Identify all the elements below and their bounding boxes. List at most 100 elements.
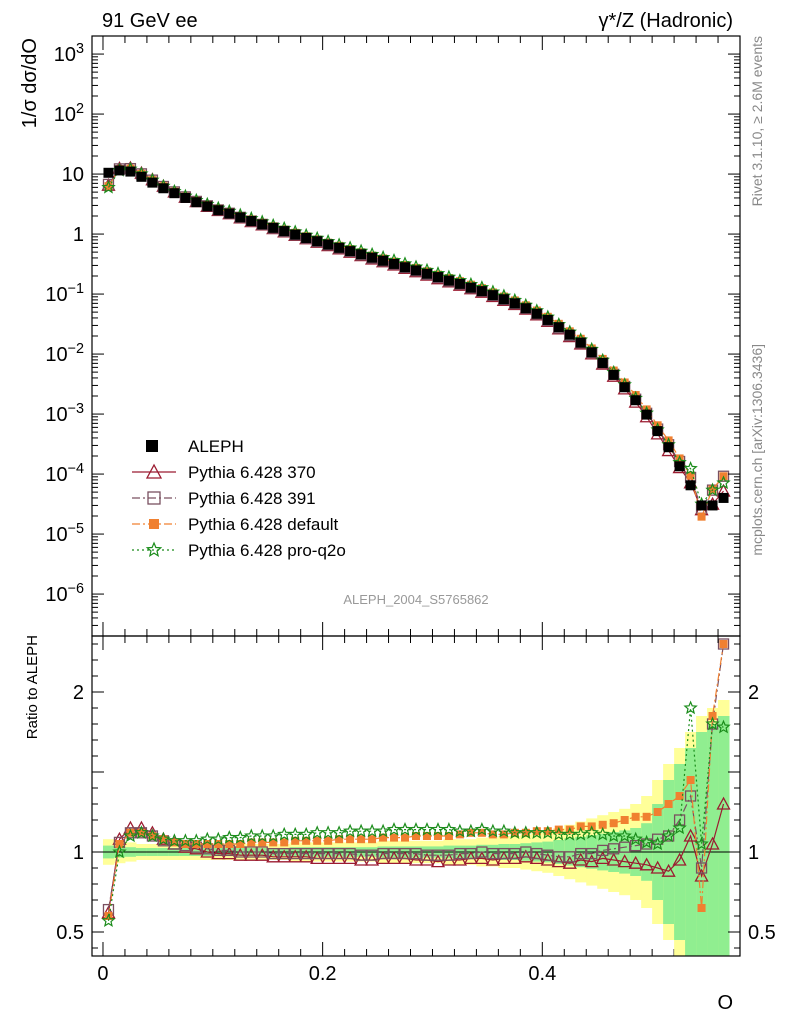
data-point bbox=[246, 216, 257, 227]
data-point bbox=[323, 239, 334, 250]
legend-label: Pythia 6.428 391 bbox=[188, 489, 316, 508]
ratio-point bbox=[379, 833, 388, 842]
ratio-point bbox=[661, 863, 676, 877]
ratio-point bbox=[189, 841, 204, 855]
data-point bbox=[663, 442, 674, 453]
y-tick-label: 10 bbox=[62, 164, 84, 186]
ratio-point bbox=[498, 847, 510, 860]
ratio-point bbox=[705, 836, 720, 850]
ratio-point bbox=[716, 719, 731, 734]
ratio-point bbox=[628, 855, 643, 869]
ratio-point bbox=[280, 838, 289, 847]
ratio-point bbox=[321, 851, 336, 865]
header-left: 91 GeV ee bbox=[102, 10, 198, 32]
data-point bbox=[432, 272, 443, 283]
ratio-point bbox=[653, 808, 662, 816]
ratio-point bbox=[617, 854, 632, 868]
ratio-point bbox=[518, 849, 533, 863]
ratio-point bbox=[309, 825, 325, 839]
data-point bbox=[169, 188, 180, 199]
ratio-point bbox=[650, 836, 665, 851]
data-point bbox=[696, 500, 707, 511]
data-point bbox=[674, 461, 685, 472]
ratio-point bbox=[466, 828, 475, 837]
legend-marker bbox=[145, 463, 163, 479]
ratio-point bbox=[390, 833, 399, 842]
ratio-point bbox=[463, 823, 479, 838]
ratio-point bbox=[375, 851, 391, 865]
ratio-point bbox=[586, 847, 598, 860]
ratio-point bbox=[650, 860, 665, 874]
ratio-point bbox=[595, 851, 610, 865]
x-tick-label: 0.4 bbox=[528, 963, 556, 985]
ratio-band-green bbox=[718, 716, 730, 956]
y-tick-label: 1 bbox=[73, 224, 84, 246]
ratio-point bbox=[310, 851, 325, 865]
main-line bbox=[107, 167, 724, 511]
ratio-point bbox=[399, 847, 411, 860]
ratio-frame bbox=[91, 635, 741, 957]
ratio-point bbox=[222, 846, 237, 860]
ratio-point bbox=[386, 822, 402, 836]
ratio-point bbox=[244, 847, 259, 861]
ratio-point bbox=[115, 840, 124, 848]
data-point bbox=[641, 409, 652, 420]
ratio-point bbox=[463, 851, 479, 865]
x-tick-label: 0.2 bbox=[309, 963, 337, 985]
data-point bbox=[652, 426, 663, 437]
ratio-point bbox=[134, 825, 149, 839]
ratio-point bbox=[357, 835, 366, 844]
ratio-point bbox=[236, 840, 245, 848]
data-point bbox=[608, 369, 619, 380]
legend: ALEPH Pythia 6.428 370 Pythia 6.428 391 Pyt… bbox=[132, 437, 346, 560]
ratio-point bbox=[584, 825, 599, 839]
rivet-label: Rivet 3.1.10, ≥ 2.6M events bbox=[749, 36, 765, 206]
ratio-point bbox=[377, 847, 389, 860]
ratio-point bbox=[412, 832, 420, 840]
ratio-point bbox=[672, 820, 687, 835]
legend-label: ALEPH bbox=[188, 437, 244, 456]
ratio-band-green bbox=[696, 732, 708, 956]
ratio-point bbox=[170, 838, 179, 847]
ratio-y-tick-label: 2 bbox=[73, 682, 84, 704]
ratio-point bbox=[639, 857, 654, 871]
data-point bbox=[125, 166, 136, 177]
data-point bbox=[411, 265, 421, 276]
ratio-point bbox=[640, 838, 653, 850]
main-panel: 10−6 10−5 10−4 10−3 10−2 10−1 1 10 102 103 bbox=[45, 35, 741, 956]
ratio-point bbox=[573, 826, 589, 841]
ratio-point bbox=[343, 851, 358, 865]
ratio-point bbox=[101, 913, 116, 927]
ratio-point bbox=[553, 851, 565, 863]
data-point bbox=[345, 246, 356, 257]
ratio-point bbox=[675, 792, 684, 800]
y-tick-label: 10−3 bbox=[45, 401, 84, 426]
ratio-point bbox=[705, 716, 720, 731]
main-point bbox=[104, 182, 113, 191]
ratio-point bbox=[225, 840, 234, 848]
ratio-point bbox=[474, 822, 490, 836]
ratio-point bbox=[211, 831, 226, 846]
data-point bbox=[476, 286, 487, 297]
ratio-point bbox=[267, 847, 279, 860]
data-point bbox=[542, 314, 553, 325]
ratio-point bbox=[331, 825, 347, 839]
ratio-point bbox=[364, 852, 380, 866]
ratio-point bbox=[474, 851, 489, 865]
ratio-point bbox=[576, 822, 585, 831]
main-point bbox=[697, 512, 706, 521]
ratio-point bbox=[397, 851, 413, 865]
ratio-point bbox=[487, 847, 499, 860]
ratio-point bbox=[630, 839, 642, 852]
ratio-point bbox=[124, 827, 137, 839]
data-point bbox=[531, 308, 542, 319]
ratio-point bbox=[432, 849, 444, 861]
data-point bbox=[378, 255, 389, 266]
data-point bbox=[389, 258, 400, 269]
ratio-point bbox=[277, 826, 292, 841]
ratio-point bbox=[642, 812, 651, 821]
ratio-point bbox=[686, 776, 695, 784]
ratio-point bbox=[265, 828, 281, 843]
ratio-point bbox=[575, 847, 587, 860]
ratio-point bbox=[719, 640, 728, 648]
